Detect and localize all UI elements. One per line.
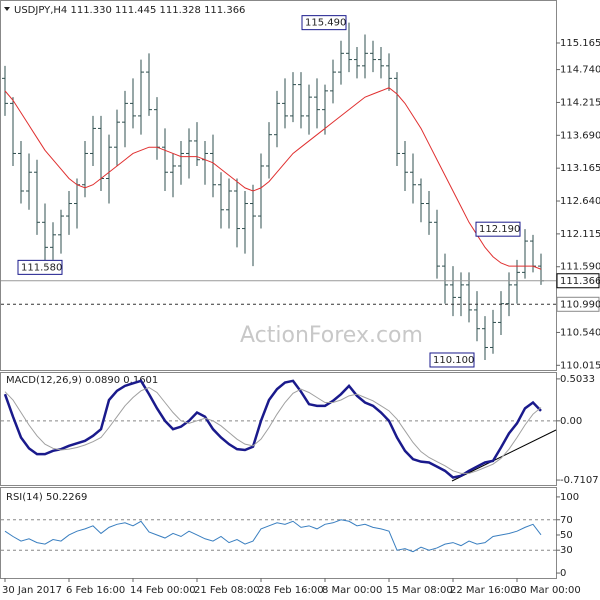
annotation-box	[301, 15, 347, 31]
menu-icon	[4, 7, 10, 11]
rsi-title: RSI(14) 50.2269	[6, 492, 87, 503]
y-tick-label: 112.640	[560, 196, 600, 207]
y-tick-label: 110.015	[560, 360, 600, 371]
annotation-box	[429, 352, 475, 368]
y-tick-label: 0	[560, 568, 566, 579]
annotation-label: 112.190	[479, 224, 520, 235]
x-tick-label: 22 Mar 16:00	[450, 585, 517, 596]
x-tick-label: 15 Mar 08:00	[386, 585, 453, 596]
price-box	[556, 273, 600, 289]
indicator-line	[3, 379, 542, 479]
y-tick-label: 30	[560, 545, 573, 556]
indicator-line	[4, 87, 542, 270]
level-label: 110.990	[560, 299, 600, 310]
chart-title: USDJPY,H4 111.330 111.445 111.328 111.36…	[14, 5, 245, 16]
annotation-box	[17, 259, 63, 275]
x-tick-label: 8 Mar 00:00	[322, 585, 382, 596]
x-tick-label: 21 Feb 08:00	[194, 585, 260, 596]
indicator-line	[4, 386, 542, 474]
indicator-line	[4, 519, 542, 553]
price-panel	[0, 0, 557, 371]
x-tick-label: 14 Feb 00:00	[130, 585, 196, 596]
price-label: 111.366	[560, 276, 600, 287]
y-tick-label: 110.540	[560, 327, 600, 338]
x-tick-label: 30 Jan 2017	[2, 585, 62, 596]
rsi-panel	[0, 487, 557, 579]
y-tick-label: 112.115	[560, 229, 600, 240]
annotation-label: 111.580	[21, 262, 62, 273]
y-tick-label: 0.5033	[560, 374, 595, 385]
y-tick-label: 113.690	[560, 130, 600, 141]
x-tick-label: 28 Feb 16:00	[258, 585, 324, 596]
watermark: ActionForex.com	[240, 323, 423, 348]
x-tick-label: 6 Feb 16:00	[66, 585, 125, 596]
y-tick-label: -0.7107	[560, 475, 599, 486]
level-box	[556, 296, 600, 312]
y-tick-label: 50	[560, 530, 573, 541]
annotation-label: 115.490	[305, 18, 346, 29]
y-tick-label: 114.215	[560, 97, 600, 108]
y-tick-label: 0.00	[560, 416, 582, 427]
macd-title: MACD(12,26,9) 0.0890 0.1601	[6, 375, 158, 386]
annotation-label: 110.100	[433, 355, 474, 366]
y-tick-label: 70	[560, 515, 573, 526]
y-tick-label: 113.165	[560, 163, 600, 174]
annotation-box	[475, 221, 521, 237]
y-tick-label: 111.590	[560, 262, 600, 273]
macd-panel	[0, 372, 557, 486]
y-tick-label: 115.165	[560, 38, 600, 49]
x-tick-label: 30 Mar 00:00	[514, 585, 581, 596]
y-tick-label: 100	[560, 492, 579, 503]
y-tick-label: 114.740	[560, 65, 600, 76]
